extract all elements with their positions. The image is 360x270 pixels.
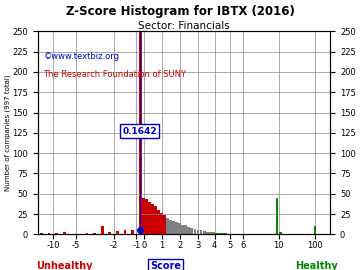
Bar — [40, 233, 43, 234]
Bar — [221, 233, 224, 234]
Bar — [190, 228, 193, 234]
Bar — [160, 213, 163, 234]
Text: The Research Foundation of SUNY: The Research Foundation of SUNY — [44, 70, 186, 79]
Title: Sector: Financials: Sector: Financials — [138, 21, 230, 31]
Text: Healthy: Healthy — [296, 261, 338, 270]
Bar — [145, 200, 148, 234]
Bar — [178, 223, 181, 234]
Text: Z-Score Histogram for IBTX (2016): Z-Score Histogram for IBTX (2016) — [66, 5, 294, 18]
Bar — [163, 215, 166, 234]
Bar — [148, 202, 151, 234]
Bar — [139, 31, 142, 234]
Text: 0.1642: 0.1642 — [122, 127, 157, 136]
Y-axis label: Number of companies (997 total): Number of companies (997 total) — [4, 75, 11, 191]
Text: Unhealthy: Unhealthy — [36, 261, 93, 270]
Bar — [101, 226, 104, 234]
Bar — [48, 233, 50, 234]
Bar — [86, 233, 89, 234]
Bar — [209, 232, 212, 234]
Bar — [194, 229, 197, 234]
Bar — [212, 232, 215, 234]
Bar — [279, 232, 282, 234]
Bar — [142, 198, 145, 234]
Bar — [63, 232, 66, 234]
Bar — [181, 225, 184, 234]
Bar — [108, 232, 111, 234]
Bar — [203, 231, 206, 234]
Bar — [184, 225, 187, 234]
Bar — [172, 221, 175, 234]
Bar — [151, 204, 154, 234]
Bar — [197, 230, 199, 234]
Bar — [169, 220, 172, 234]
Text: Score: Score — [150, 261, 181, 270]
Text: ©www.textbiz.org: ©www.textbiz.org — [44, 52, 120, 61]
Bar — [116, 231, 119, 234]
Bar — [166, 218, 169, 234]
Bar — [157, 210, 160, 234]
Bar — [218, 233, 221, 234]
Bar — [55, 233, 58, 234]
Bar — [93, 233, 96, 234]
Bar — [215, 233, 218, 234]
Bar — [188, 227, 190, 234]
Bar — [224, 233, 227, 234]
Bar — [131, 230, 134, 234]
Bar — [206, 232, 208, 234]
Bar — [199, 230, 202, 234]
Bar — [175, 222, 178, 234]
Bar — [154, 206, 157, 234]
Bar — [276, 198, 279, 234]
Bar — [123, 230, 126, 234]
Bar — [314, 226, 316, 234]
Bar — [140, 31, 141, 234]
